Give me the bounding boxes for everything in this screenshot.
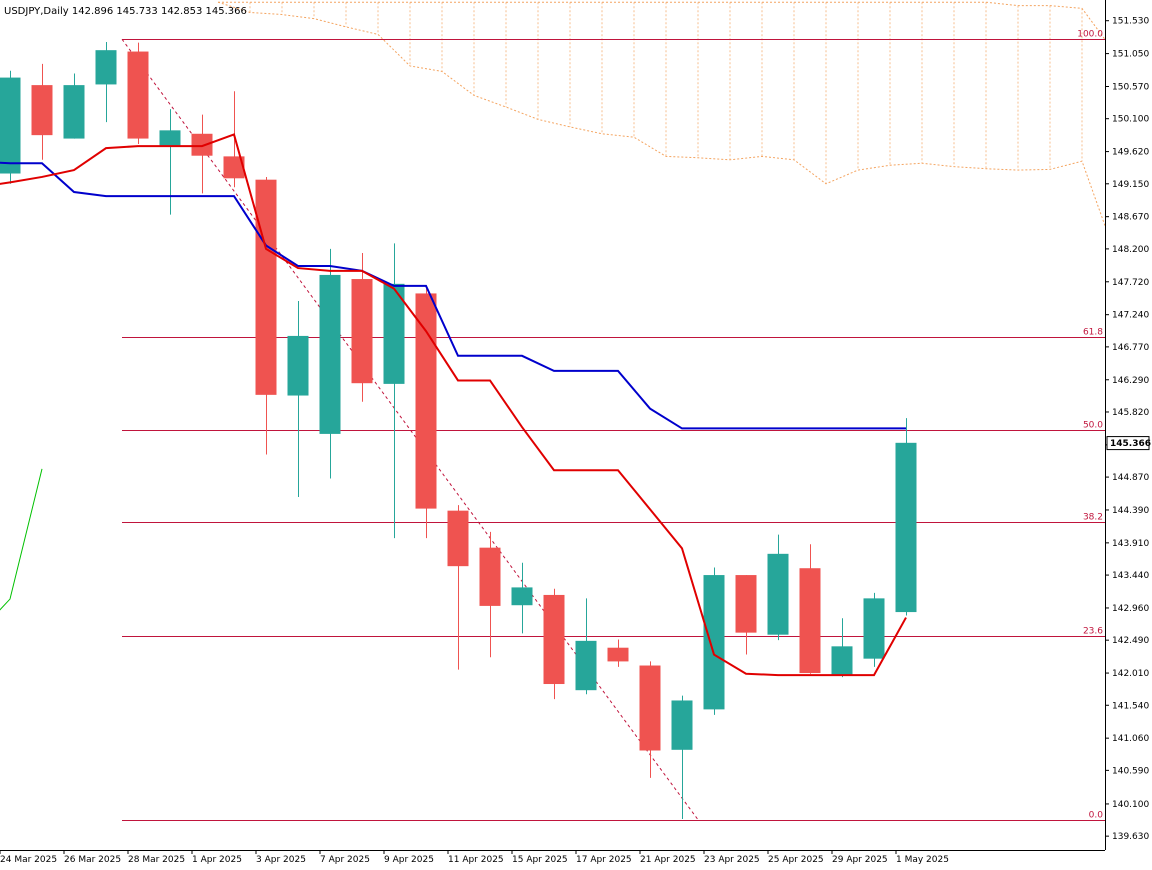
ichimoku-cloud bbox=[217, 1, 1105, 228]
fib-label-100.0: 100.0 bbox=[1077, 30, 1103, 40]
price-tick-143.910: 143.910 bbox=[1112, 539, 1149, 549]
price-tick-149.150: 149.150 bbox=[1112, 180, 1149, 190]
cloud-span-b bbox=[218, 1, 1105, 41]
candle-body-13 bbox=[415, 293, 437, 509]
candle-body-17 bbox=[543, 594, 565, 685]
zigzag-trendline bbox=[121, 38, 699, 820]
candle-body-24 bbox=[767, 553, 789, 635]
zigzag-line bbox=[121, 38, 699, 820]
price-tick-146.290: 146.290 bbox=[1112, 376, 1149, 386]
fib-label-38.2: 38.2 bbox=[1083, 513, 1103, 523]
time-label-7: 11 Apr 2025 bbox=[448, 855, 504, 865]
time-axis: 24 Mar 2025 26 Mar 2025 28 Mar 2025 1 Apr 2… bbox=[0, 850, 949, 865]
candle-body-6 bbox=[191, 133, 213, 156]
price-tick-142.490: 142.490 bbox=[1112, 636, 1149, 646]
fib-label-61.8: 61.8 bbox=[1083, 328, 1103, 338]
time-label-6: 9 Apr 2025 bbox=[384, 855, 434, 865]
current-price-label: 145.366 bbox=[1110, 439, 1151, 449]
candle-body-22 bbox=[703, 575, 725, 710]
cloud-span-a bbox=[217, 1, 1105, 228]
fibonacci-retracement bbox=[122, 39, 1105, 821]
time-label-4: 3 Apr 2025 bbox=[256, 855, 306, 865]
time-label-9: 17 Apr 2025 bbox=[576, 855, 632, 865]
symbol-header: USDJPY,Daily 142.896 145.733 142.853 145… bbox=[4, 6, 247, 17]
candle-body-8 bbox=[255, 179, 277, 395]
time-label-8: 15 Apr 2025 bbox=[512, 855, 568, 865]
indicator-lines bbox=[0, 133, 907, 677]
candle-body-10 bbox=[319, 274, 341, 434]
fib-label-0.0: 0.0 bbox=[1089, 811, 1104, 821]
price-tick-146.770: 146.770 bbox=[1112, 343, 1149, 353]
time-label-14: 1 May 2025 bbox=[896, 855, 949, 865]
fib-label-23.6: 23.6 bbox=[1083, 627, 1103, 637]
price-tick-139.630: 139.630 bbox=[1112, 832, 1149, 842]
time-label-10: 21 Apr 2025 bbox=[640, 855, 696, 865]
time-label-3: 1 Apr 2025 bbox=[192, 855, 242, 865]
candle-body-25 bbox=[799, 568, 821, 674]
price-tick-141.060: 141.060 bbox=[1112, 734, 1149, 744]
candle-body-26 bbox=[831, 646, 853, 676]
price-tick-147.240: 147.240 bbox=[1112, 311, 1149, 321]
candle-body-28 bbox=[895, 442, 917, 613]
time-label-12: 25 Apr 2025 bbox=[768, 855, 824, 865]
candle-body-27 bbox=[863, 598, 885, 659]
candle-body-16 bbox=[511, 587, 533, 606]
current-price-tag-bg bbox=[1106, 436, 1150, 451]
price-tick-148.200: 148.200 bbox=[1112, 245, 1149, 255]
candle-body-4 bbox=[127, 51, 149, 139]
price-tick-145.820: 145.820 bbox=[1112, 408, 1149, 418]
price-tick-151.050: 151.050 bbox=[1112, 50, 1149, 60]
candle-body-5 bbox=[159, 130, 181, 147]
time-label-0: 24 Mar 2025 bbox=[0, 855, 57, 865]
candle-body-9 bbox=[287, 335, 309, 396]
time-label-11: 23 Apr 2025 bbox=[704, 855, 760, 865]
price-tick-144.870: 144.870 bbox=[1112, 473, 1149, 483]
time-label-5: 7 Apr 2025 bbox=[320, 855, 370, 865]
current-price-tag: 145.366 bbox=[1106, 436, 1151, 451]
candle-body-3 bbox=[95, 50, 117, 85]
candle-body-15 bbox=[479, 547, 501, 606]
tenkan-sen-line bbox=[0, 133, 907, 677]
price-axis: 151.530 151.050 150.570 150.100 149.620 149.1… bbox=[1105, 17, 1149, 842]
time-label-1: 26 Mar 2025 bbox=[64, 855, 121, 865]
time-label-2: 28 Mar 2025 bbox=[128, 855, 185, 865]
candle-body-11 bbox=[351, 279, 373, 384]
candle-body-0 bbox=[0, 77, 21, 174]
price-tick-143.440: 143.440 bbox=[1112, 571, 1149, 581]
kijun-sen-line bbox=[0, 161, 906, 430]
candle-body-2 bbox=[63, 85, 85, 139]
price-tick-142.010: 142.010 bbox=[1112, 669, 1149, 679]
candle-body-19 bbox=[607, 647, 629, 662]
candle-body-18 bbox=[575, 640, 597, 691]
price-tick-148.670: 148.670 bbox=[1112, 213, 1149, 223]
price-tick-149.620: 149.620 bbox=[1112, 148, 1149, 158]
candles bbox=[0, 41, 917, 820]
price-tick-147.720: 147.720 bbox=[1112, 278, 1149, 288]
candle-body-12 bbox=[383, 283, 405, 384]
chikou-span-line bbox=[0, 468, 43, 611]
candle-body-7 bbox=[223, 156, 245, 179]
candle-body-14 bbox=[447, 510, 469, 567]
candle-body-23 bbox=[735, 575, 757, 633]
price-tick-142.960: 142.960 bbox=[1112, 604, 1149, 614]
candle-body-21 bbox=[671, 700, 693, 750]
price-tick-150.570: 150.570 bbox=[1112, 82, 1149, 92]
fib-labels: 100.0 61.8 50.0 38.2 23.6 0.0 bbox=[1077, 30, 1103, 821]
price-tick-144.390: 144.390 bbox=[1112, 506, 1149, 516]
fib-label-50.0: 50.0 bbox=[1083, 421, 1103, 431]
price-tick-141.540: 141.540 bbox=[1112, 701, 1149, 711]
price-tick-140.100: 140.100 bbox=[1112, 800, 1149, 810]
candle-body-1 bbox=[31, 85, 53, 136]
time-label-13: 29 Apr 2025 bbox=[832, 855, 888, 865]
plot-area bbox=[0, 1, 1105, 821]
candle-body-20 bbox=[639, 665, 661, 751]
price-tick-150.100: 150.100 bbox=[1112, 115, 1149, 125]
price-tick-140.590: 140.590 bbox=[1112, 766, 1149, 776]
price-tick-151.530: 151.530 bbox=[1112, 17, 1149, 27]
